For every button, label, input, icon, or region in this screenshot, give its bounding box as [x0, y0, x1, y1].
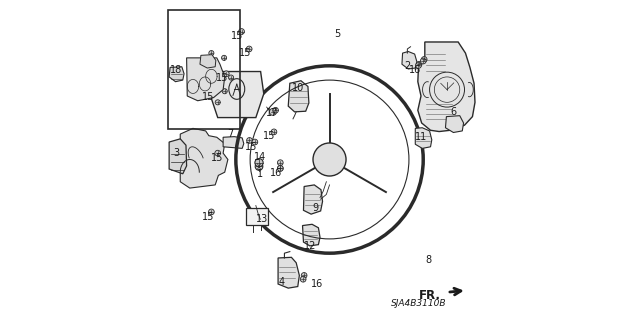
Text: 16: 16 [270, 168, 283, 178]
Circle shape [209, 209, 214, 215]
Polygon shape [169, 139, 187, 174]
Circle shape [269, 108, 276, 115]
Polygon shape [418, 42, 475, 131]
Polygon shape [278, 257, 300, 288]
Circle shape [255, 159, 263, 167]
Text: 16: 16 [310, 279, 323, 289]
Text: SJA4B3110B: SJA4B3110B [390, 299, 446, 308]
Polygon shape [223, 137, 244, 148]
Circle shape [420, 58, 426, 64]
Text: 11: 11 [415, 132, 427, 142]
Circle shape [246, 46, 252, 52]
Text: 18: 18 [170, 65, 182, 75]
Circle shape [300, 276, 306, 282]
Circle shape [215, 150, 221, 156]
Text: 15: 15 [231, 31, 244, 41]
Circle shape [416, 61, 422, 67]
Circle shape [209, 50, 214, 56]
Circle shape [228, 75, 234, 80]
Text: 7: 7 [227, 129, 234, 139]
Polygon shape [303, 185, 323, 214]
Bar [168, 10, 239, 129]
Text: FR.: FR. [419, 289, 442, 302]
Text: 4: 4 [279, 277, 285, 287]
Text: 8: 8 [425, 255, 431, 264]
Text: 13: 13 [256, 214, 268, 224]
Text: 15: 15 [202, 212, 214, 222]
Circle shape [223, 71, 229, 77]
Circle shape [415, 63, 421, 68]
Text: 16: 16 [409, 65, 421, 75]
Circle shape [222, 89, 227, 94]
Polygon shape [303, 224, 320, 246]
Text: 15: 15 [211, 153, 223, 163]
Circle shape [313, 143, 346, 176]
Text: 12: 12 [303, 241, 316, 251]
Text: 6: 6 [451, 107, 456, 117]
Polygon shape [187, 58, 225, 101]
Text: 9: 9 [313, 203, 319, 213]
Circle shape [278, 166, 283, 171]
Circle shape [252, 139, 258, 145]
Text: 15: 15 [263, 131, 275, 141]
Polygon shape [402, 51, 417, 69]
Text: 2: 2 [404, 61, 410, 71]
Text: 15: 15 [216, 72, 228, 83]
Polygon shape [200, 55, 216, 68]
Polygon shape [288, 81, 309, 112]
Circle shape [251, 81, 408, 238]
Text: 1: 1 [257, 169, 262, 179]
Polygon shape [169, 67, 184, 82]
Circle shape [246, 137, 252, 143]
Text: 15: 15 [202, 92, 214, 102]
Circle shape [221, 55, 227, 60]
Polygon shape [445, 116, 463, 132]
Circle shape [255, 163, 263, 170]
Circle shape [278, 166, 283, 171]
Text: 10: 10 [292, 83, 304, 93]
Text: 15: 15 [245, 142, 257, 152]
Circle shape [278, 160, 283, 166]
Circle shape [421, 56, 427, 62]
Text: 15: 15 [239, 48, 252, 58]
Circle shape [239, 29, 244, 34]
Text: 17: 17 [266, 108, 278, 118]
Circle shape [215, 100, 220, 105]
Circle shape [209, 89, 214, 95]
Text: 14: 14 [253, 152, 266, 162]
Text: 5: 5 [334, 29, 340, 39]
Bar [246, 208, 268, 225]
Polygon shape [415, 128, 432, 148]
Text: 3: 3 [173, 148, 179, 158]
Polygon shape [180, 128, 228, 188]
Circle shape [273, 108, 278, 113]
Polygon shape [210, 71, 264, 118]
Circle shape [271, 129, 277, 135]
Circle shape [301, 272, 307, 278]
